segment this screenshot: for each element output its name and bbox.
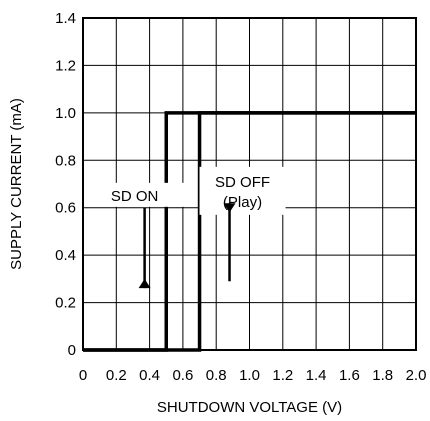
annotation-label: SD OFF (215, 174, 270, 191)
y-tick-label: 1.0 (55, 105, 76, 122)
x-tick-label: 1.2 (272, 367, 293, 384)
y-tick-label: 0.2 (55, 295, 76, 312)
x-tick-label: 0.6 (172, 367, 193, 384)
plot-frame (82, 17, 417, 351)
annotation-label: SD ON (111, 188, 159, 205)
y-tick-label: 1.4 (55, 10, 76, 27)
y-tick-label: 0 (68, 342, 76, 359)
arrow-down-icon (138, 278, 151, 289)
x-tick-label: 1.0 (239, 367, 260, 384)
annotation-label-bg (199, 166, 286, 215)
x-tick-label: 0.4 (139, 367, 160, 384)
x-tick-label: 2.0 (406, 367, 427, 384)
x-tick-label: 0 (79, 367, 87, 384)
x-tick-label: 0.2 (106, 367, 127, 384)
x-tick-label: 1.8 (372, 367, 393, 384)
x-tick-label: 0.8 (206, 367, 227, 384)
y-tick-labels: 0 0.2 0.4 0.6 0.8 1.0 1.2 1.4 (55, 10, 76, 359)
y-tick-label: 1.2 (55, 57, 76, 74)
annotations-group: SD ON SD OFF(Play) (99, 166, 286, 289)
annotation-label-bg (99, 182, 190, 207)
x-tick-labels: 0 0.2 0.4 0.6 0.8 1.0 1.2 1.4 1.6 1.8 2.0 (79, 367, 427, 384)
y-axis-title: SUPPLY CURRENT (mA) (8, 98, 25, 270)
annotation-2: SD OFF(Play) (199, 166, 286, 282)
arrow-up-icon (223, 203, 236, 213)
y-tick-label: 0.8 (55, 152, 76, 169)
x-tick-label: 1.6 (339, 367, 360, 384)
annotation-1: SD ON (99, 182, 190, 289)
x-tick-label: 1.4 (306, 367, 327, 384)
x-axis-title: SHUTDOWN VOLTAGE (V) (157, 399, 342, 416)
y-tick-label: 0.4 (55, 247, 76, 264)
y-tick-label: 0.6 (55, 200, 76, 217)
